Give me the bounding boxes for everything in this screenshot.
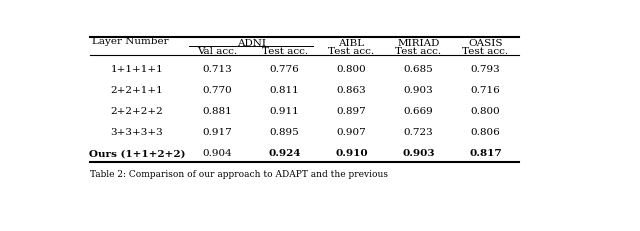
Text: 0.713: 0.713	[203, 65, 232, 74]
Text: 0.863: 0.863	[337, 86, 367, 95]
Text: 0.924: 0.924	[268, 149, 301, 158]
Text: 0.685: 0.685	[404, 65, 433, 74]
Text: Table 2: Comparison of our approach to ADAPT and the previous: Table 2: Comparison of our approach to A…	[90, 170, 388, 179]
Text: OASIS: OASIS	[468, 38, 503, 47]
Text: MIRIAD: MIRIAD	[397, 38, 440, 47]
Text: Ours (1+1+2+2): Ours (1+1+2+2)	[89, 149, 186, 158]
Text: Test acc.: Test acc.	[396, 47, 442, 56]
Text: 0.910: 0.910	[335, 149, 368, 158]
Text: 0.895: 0.895	[269, 128, 300, 137]
Text: 0.770: 0.770	[203, 86, 232, 95]
Text: 0.904: 0.904	[203, 149, 232, 158]
Text: 0.723: 0.723	[404, 128, 433, 137]
Text: ADNI: ADNI	[237, 38, 266, 47]
Text: 0.911: 0.911	[269, 107, 300, 116]
Text: 1+1+1+1: 1+1+1+1	[111, 65, 163, 74]
Text: 3+3+3+3: 3+3+3+3	[111, 128, 163, 137]
Text: 0.881: 0.881	[203, 107, 232, 116]
Text: 0.817: 0.817	[469, 149, 502, 158]
Text: 0.806: 0.806	[470, 128, 500, 137]
Text: AIBL: AIBL	[339, 38, 365, 47]
Text: 0.793: 0.793	[470, 65, 500, 74]
Text: 0.917: 0.917	[203, 128, 232, 137]
Text: 0.907: 0.907	[337, 128, 367, 137]
Text: Layer Number: Layer Number	[92, 37, 169, 46]
Text: Test acc.: Test acc.	[328, 47, 374, 56]
Text: Test acc.: Test acc.	[463, 47, 509, 56]
Text: 0.800: 0.800	[470, 107, 500, 116]
Text: 0.903: 0.903	[404, 86, 433, 95]
Text: Test acc.: Test acc.	[262, 47, 308, 56]
Text: 0.716: 0.716	[470, 86, 500, 95]
Text: 0.897: 0.897	[337, 107, 367, 116]
Text: 0.903: 0.903	[403, 149, 435, 158]
Text: 0.800: 0.800	[337, 65, 367, 74]
Text: Val acc.: Val acc.	[198, 47, 237, 56]
Text: 2+2+2+2: 2+2+2+2	[111, 107, 163, 116]
Text: 0.811: 0.811	[269, 86, 300, 95]
Text: 2+2+1+1: 2+2+1+1	[111, 86, 163, 95]
Text: 0.669: 0.669	[404, 107, 433, 116]
Text: 0.776: 0.776	[269, 65, 300, 74]
